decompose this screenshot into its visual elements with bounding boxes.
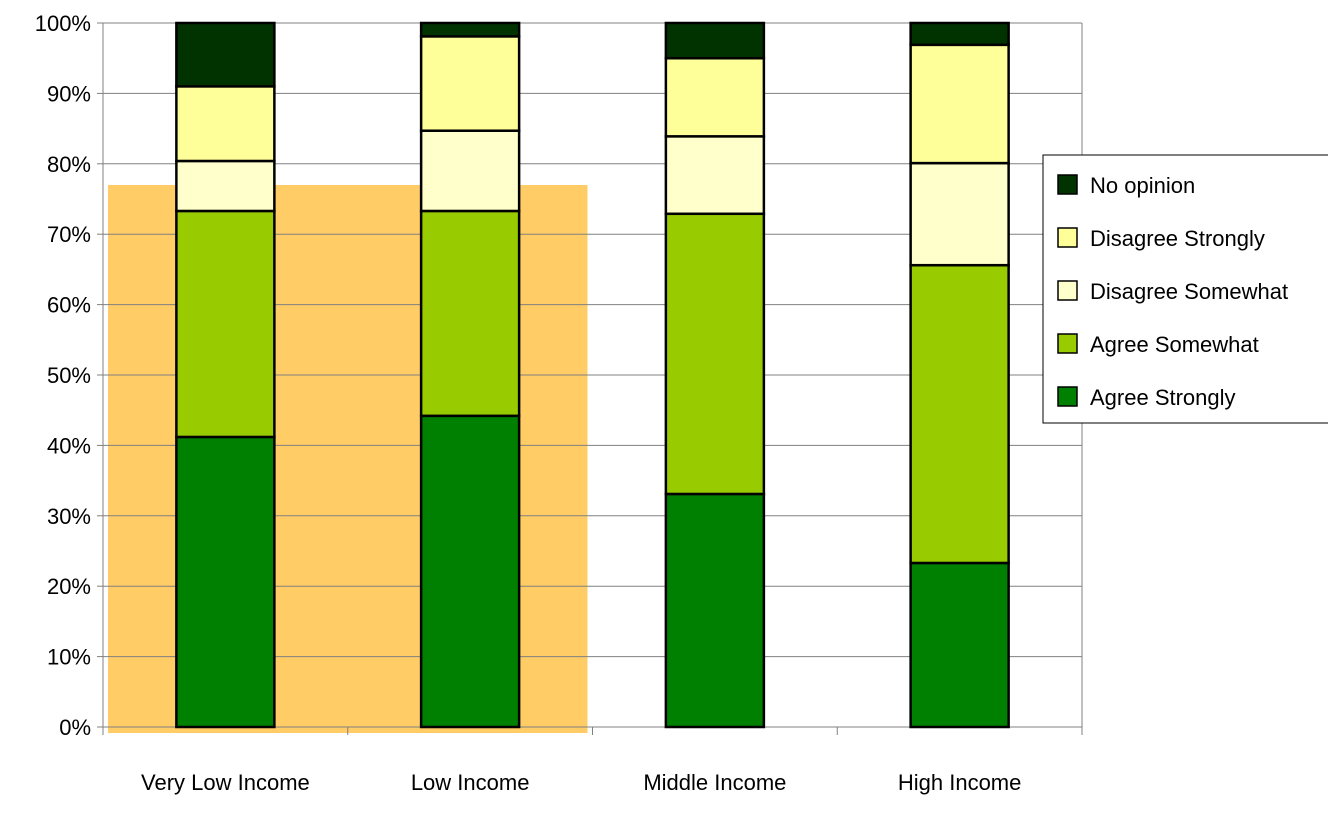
y-tick-label: 70%	[47, 222, 91, 247]
x-category-label: Very Low Income	[141, 770, 310, 795]
bar-segment-disagree-somewhat	[664, 135, 766, 216]
bar-segment-disagree-somewhat	[419, 129, 521, 213]
legend-label: Disagree Strongly	[1090, 226, 1265, 251]
bar-segment-agree-strongly	[909, 561, 1010, 729]
legend-swatch	[1057, 386, 1078, 407]
legend-swatch	[1057, 174, 1078, 195]
bar-segment-disagree-strongly	[419, 35, 521, 132]
y-tick-label: 20%	[47, 574, 91, 599]
legend-label: Agree Somewhat	[1090, 332, 1259, 357]
bar-segment-agree-strongly	[419, 414, 521, 729]
bar-segment-no-opinion	[175, 21, 276, 88]
legend-label: No opinion	[1090, 173, 1195, 198]
legend-swatch	[1057, 333, 1078, 354]
legend-box	[1042, 154, 1328, 424]
bar-segment-no-opinion	[909, 21, 1010, 47]
bar-segment-agree-somewhat	[909, 263, 1010, 565]
x-category-label: Middle Income	[643, 770, 786, 795]
x-category-label: High Income	[898, 770, 1022, 795]
y-tick-label: 100%	[35, 11, 91, 36]
bar-segment-disagree-strongly	[909, 43, 1010, 165]
bar-segment-agree-strongly	[664, 492, 766, 729]
bar-segment-agree-somewhat	[419, 209, 521, 418]
y-tick-label: 30%	[47, 504, 91, 529]
bar-segment-disagree-strongly	[175, 85, 276, 163]
bar-segment-agree-somewhat	[664, 212, 766, 496]
y-tick-label: 80%	[47, 152, 91, 177]
legend-swatch	[1057, 280, 1078, 301]
bar-segment-disagree-somewhat	[909, 161, 1010, 267]
bar-segment-no-opinion	[664, 21, 766, 60]
x-category-label: Low Income	[411, 770, 530, 795]
y-tick-label: 0%	[59, 715, 91, 740]
legend-label: Disagree Somewhat	[1090, 279, 1288, 304]
bar-segment-disagree-somewhat	[175, 159, 276, 213]
y-tick-label: 10%	[47, 645, 91, 670]
legend-swatch	[1057, 227, 1078, 248]
bar-segment-agree-somewhat	[175, 209, 276, 439]
bar-segment-disagree-strongly	[664, 56, 766, 138]
y-tick-label: 40%	[47, 433, 91, 458]
y-tick-label: 60%	[47, 293, 91, 318]
bar-segment-agree-strongly	[175, 435, 276, 729]
y-tick-label: 90%	[47, 81, 91, 106]
y-tick-label: 50%	[47, 363, 91, 388]
legend-label: Agree Strongly	[1090, 385, 1236, 410]
bar-segment-no-opinion	[419, 21, 521, 38]
